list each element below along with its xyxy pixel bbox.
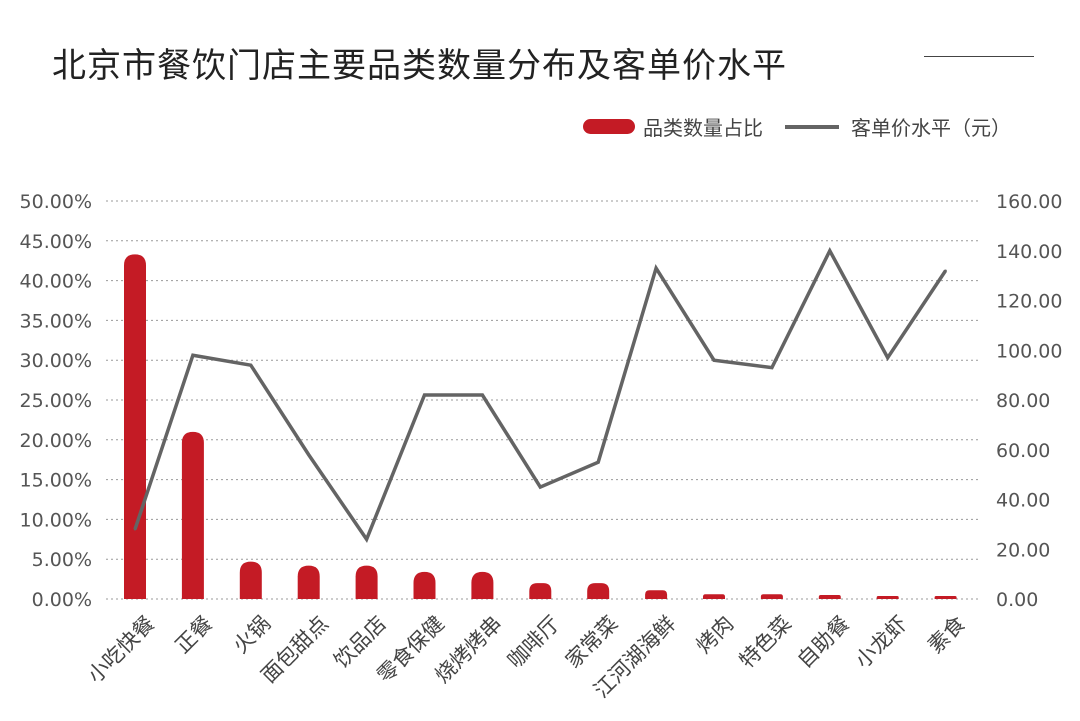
y-left-tick-label: 0.00%	[32, 589, 92, 611]
line-point	[654, 266, 658, 270]
bar	[760, 594, 783, 599]
x-category-label: 烤肉	[692, 611, 739, 658]
y-right-tick-label: 40.00	[996, 490, 1050, 512]
bar	[529, 583, 552, 599]
x-category-label: 正餐	[171, 611, 218, 658]
bar	[645, 590, 668, 599]
bar	[471, 571, 494, 599]
x-category-label: 自助餐	[793, 611, 855, 673]
chart-title: 北京市餐饮门店主要品类数量分布及客单价水平	[52, 46, 787, 86]
line-point	[828, 249, 831, 252]
legend-line-swatch	[785, 124, 839, 129]
y-left-tick-label: 15.00%	[20, 470, 92, 492]
bar	[934, 596, 957, 599]
y-left-tick-label: 50.00%	[20, 191, 92, 213]
line-point	[191, 354, 195, 357]
title-decoration-line	[924, 56, 1034, 57]
legend-bar-swatch	[583, 119, 635, 134]
legend-line-label: 客单价水平（元）	[851, 116, 1011, 140]
bar	[587, 583, 610, 599]
line-point	[249, 363, 252, 367]
bar	[124, 254, 146, 599]
y-left-tick-label: 5.00%	[32, 549, 92, 571]
bar	[239, 561, 262, 599]
x-category-label: 小吃快餐	[83, 611, 159, 687]
bar	[818, 595, 841, 599]
y-right-tick-label: 100.00	[996, 340, 1062, 362]
y-right-tick-label: 80.00	[996, 390, 1050, 412]
y-left-tick-label: 30.00%	[20, 350, 92, 372]
legend-bar-label: 品类数量占比	[643, 116, 763, 140]
line-point	[481, 393, 484, 397]
y-right-tick-label: 140.00	[996, 241, 1062, 263]
bar	[297, 565, 320, 599]
bar	[355, 565, 378, 599]
line-point	[712, 359, 716, 362]
x-category-label: 咖啡厅	[503, 611, 565, 673]
bar	[181, 431, 204, 599]
y-right-tick-label: 0.00	[996, 589, 1038, 611]
y-left-tick-label: 35.00%	[20, 310, 92, 332]
line-point	[539, 485, 542, 489]
line-point	[423, 393, 426, 397]
price-line	[133, 246, 948, 543]
y-left-tick-label: 20.00%	[20, 430, 92, 452]
legend: 品类数量占比 客单价水平（元）	[583, 112, 1011, 141]
line-point	[365, 538, 368, 541]
legend-item-bar: 品类数量占比	[583, 112, 763, 141]
y-left-tick-label: 10.00%	[20, 509, 92, 531]
bar	[413, 571, 436, 599]
x-category-label: 特色菜	[735, 611, 797, 673]
x-category-label: 素食	[923, 611, 970, 658]
line-point	[770, 366, 774, 369]
line-point	[886, 356, 889, 359]
y-right-tick-label: 60.00	[996, 440, 1050, 462]
x-category-label: 小龙虾	[850, 611, 912, 673]
legend-item-line: 客单价水平（元）	[777, 112, 1011, 141]
x-category-label: 火锅	[228, 611, 275, 658]
bar	[876, 596, 899, 599]
line-point	[307, 453, 310, 456]
line-point	[133, 528, 137, 531]
y-left-tick-label: 40.00%	[20, 271, 92, 293]
bar	[703, 594, 725, 599]
y-left-tick-label: 45.00%	[20, 231, 92, 253]
y-right-tick-label: 120.00	[996, 291, 1062, 313]
y-left-tick-label: 25.00%	[20, 390, 92, 412]
line-point	[597, 460, 600, 464]
y-right-tick-label: 20.00	[996, 539, 1050, 561]
line-point	[944, 269, 947, 272]
y-right-tick-label: 160.00	[996, 191, 1062, 213]
